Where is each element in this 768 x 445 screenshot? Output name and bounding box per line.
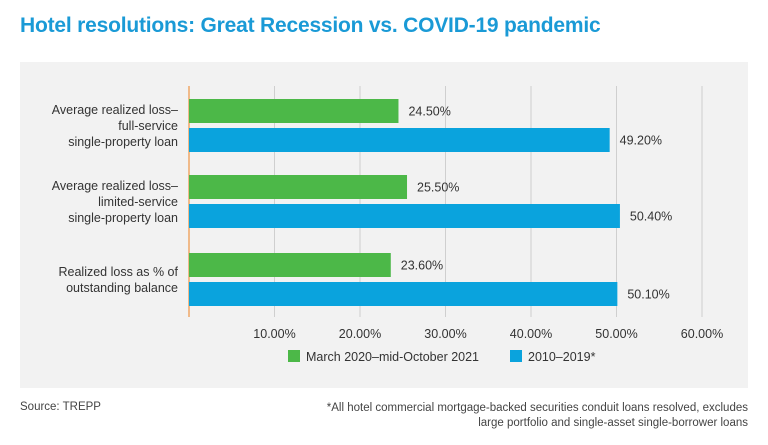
legend-label: 2010–2019*	[528, 350, 596, 364]
chart-area: 10.00% 20.00% 30.00% 40.00% 50.00% 60.00% 24.5…	[20, 62, 748, 388]
data-label: 23.60%	[401, 259, 443, 273]
x-tick-label: 40.00%	[510, 327, 552, 341]
data-label: 50.10%	[627, 288, 669, 302]
footnote: *All hotel commercial mortgage-backed se…	[326, 402, 748, 429]
bar	[189, 282, 618, 306]
category-label: full-service	[118, 119, 178, 133]
x-tick-label: 50.00%	[595, 327, 637, 341]
bar	[189, 204, 620, 228]
x-tick-label: 20.00%	[339, 327, 381, 341]
legend-label: March 2020–mid-October 2021	[306, 350, 479, 364]
chart-title: Hotel resolutions: Great Recession vs. C…	[20, 14, 601, 37]
data-label: 50.40%	[630, 210, 672, 224]
x-tick-label: 30.00%	[424, 327, 466, 341]
category-label: Realized loss as % of	[58, 265, 178, 279]
category-label: Average realized loss–	[52, 103, 178, 117]
x-tick-label: 10.00%	[253, 327, 295, 341]
data-label: 24.50%	[408, 105, 450, 119]
category-label: single-property loan	[68, 211, 178, 225]
category-label: Average realized loss–	[52, 179, 178, 193]
bar	[189, 128, 610, 152]
x-tick-label: 60.00%	[681, 327, 723, 341]
category-label: limited-service	[98, 195, 178, 209]
legend-swatch	[288, 350, 300, 362]
bar-chart: 10.00% 20.00% 30.00% 40.00% 50.00% 60.00% 24.5…	[52, 86, 723, 364]
category-label: single-property loan	[68, 135, 178, 149]
bar	[189, 253, 391, 277]
source-note: Source: TREPP	[20, 401, 101, 413]
bar	[189, 175, 408, 199]
data-label: 49.20%	[620, 134, 662, 148]
bar	[189, 99, 399, 123]
category-label: outstanding balance	[66, 281, 178, 295]
data-label: 25.50%	[417, 181, 459, 195]
legend-swatch	[510, 350, 522, 362]
